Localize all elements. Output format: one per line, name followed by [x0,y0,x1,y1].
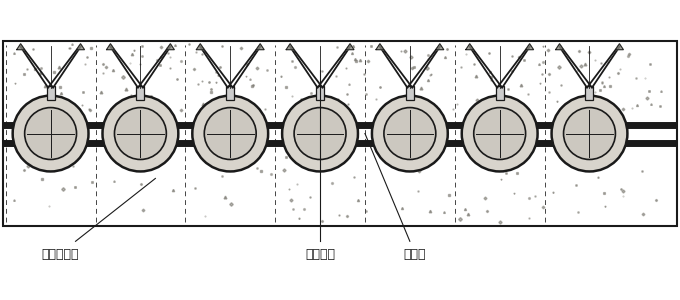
Polygon shape [376,44,384,50]
Polygon shape [556,44,564,50]
Bar [226,85,234,100]
Circle shape [551,96,628,172]
Polygon shape [286,44,294,50]
Bar [3,41,677,226]
Bar [47,85,54,100]
Polygon shape [107,44,114,50]
Circle shape [294,108,346,160]
Bar [496,85,504,100]
Circle shape [204,108,256,160]
Circle shape [384,108,436,160]
Circle shape [462,96,538,172]
Polygon shape [615,44,624,50]
Circle shape [564,108,615,160]
Bar [406,85,414,100]
Polygon shape [197,44,204,50]
Text: 水冷壁: 水冷壁 [404,248,426,261]
Polygon shape [256,44,264,50]
Polygon shape [17,44,24,50]
Circle shape [24,108,77,160]
Circle shape [13,96,88,172]
Bar [316,85,324,100]
Circle shape [192,96,268,172]
Polygon shape [526,44,534,50]
Circle shape [103,96,178,172]
Polygon shape [77,44,84,50]
Polygon shape [436,44,444,50]
Text: 耐磨浇注料: 耐磨浇注料 [42,248,80,261]
Circle shape [372,96,447,172]
Bar [137,85,144,100]
Polygon shape [346,44,354,50]
Circle shape [282,96,358,172]
Bar [585,85,594,100]
Text: 耧纹销钉: 耧纹销钉 [305,248,335,261]
Circle shape [114,108,167,160]
Polygon shape [167,44,174,50]
Polygon shape [466,44,474,50]
Circle shape [474,108,526,160]
